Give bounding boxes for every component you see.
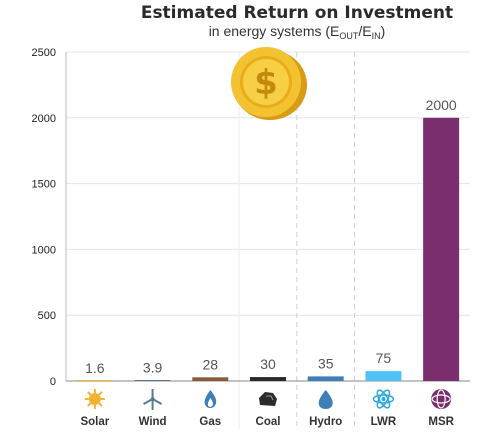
y-axis: 0 500 1000 1500 2000 2500 (32, 47, 67, 388)
category-labels: Solar Wind Gas Coal Hydro LWR MSR (80, 416, 454, 428)
value-label: 3.9 (143, 359, 163, 375)
y-tick-label: 500 (38, 310, 56, 322)
y-tick-label: 2500 (32, 47, 56, 59)
bar-hydro (307, 376, 344, 381)
category-label: MSR (428, 416, 454, 428)
y-tick-label: 1000 (32, 244, 56, 256)
value-label: 75 (376, 350, 392, 366)
chart-title: Estimated Return on Investment (141, 3, 453, 23)
wind-turbine-icon (143, 389, 163, 410)
bars (76, 117, 460, 382)
bar-msr (423, 117, 460, 382)
value-labels: 1.6 3.9 28 30 35 75 2000 (85, 97, 457, 376)
bar-solar (76, 380, 113, 381)
svg-text:$: $ (254, 63, 278, 103)
value-label: 28 (202, 356, 218, 372)
value-label: 1.6 (85, 360, 105, 376)
category-label: LWR (371, 416, 397, 428)
category-separators (238, 52, 356, 429)
y-tick-label: 0 (50, 376, 56, 388)
bar-wind (134, 380, 171, 381)
category-label: Hydro (309, 416, 342, 428)
y-tick-label: 1500 (32, 179, 56, 191)
value-label: 2000 (426, 97, 457, 113)
bar-gas (192, 377, 229, 381)
category-icons (84, 389, 452, 410)
y-tick-label: 2000 (32, 113, 56, 125)
gas-flame-icon (204, 390, 217, 408)
category-label: Wind (139, 416, 167, 428)
category-label: Coal (256, 416, 281, 428)
sun-icon (84, 389, 105, 409)
chart-subtitle: in energy systems (EOUT/EIN) (209, 23, 386, 41)
category-label: Gas (199, 416, 221, 428)
coal-icon (259, 392, 277, 406)
atom-icon (372, 389, 395, 409)
bar-coal (250, 377, 286, 381)
gold-dollar-coin-icon: $ (231, 47, 307, 120)
bar-lwr (365, 371, 402, 381)
molten-salt-reactor-icon (431, 389, 452, 409)
water-drop-icon (318, 390, 333, 409)
category-label: Solar (80, 416, 109, 428)
value-label: 35 (318, 355, 334, 371)
value-label: 30 (260, 356, 276, 372)
